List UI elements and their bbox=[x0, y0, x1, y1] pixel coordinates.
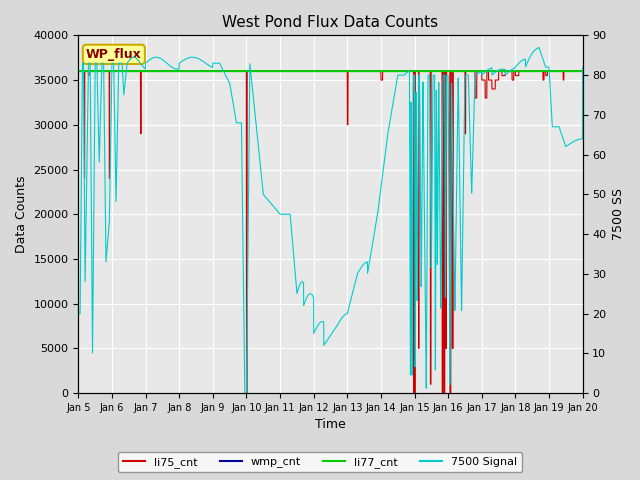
wmp_cnt bbox=[132, 68, 140, 74]
X-axis label: Time: Time bbox=[315, 419, 346, 432]
wmp_cnt bbox=[162, 68, 170, 74]
wmp_cnt bbox=[579, 68, 586, 74]
li75_cnt bbox=[515, 72, 522, 78]
li75_cnt bbox=[75, 68, 83, 74]
li77_cnt bbox=[268, 68, 276, 74]
7500 Signal bbox=[132, 55, 140, 61]
7500 Signal bbox=[268, 202, 276, 207]
li75_cnt bbox=[290, 68, 298, 74]
li75_cnt bbox=[569, 68, 577, 74]
Line: li75_cnt: li75_cnt bbox=[79, 71, 582, 393]
li75_cnt bbox=[268, 68, 276, 74]
7500 Signal bbox=[162, 60, 170, 65]
li77_cnt bbox=[579, 68, 586, 74]
7500 Signal bbox=[579, 64, 586, 70]
li75_cnt bbox=[162, 68, 170, 74]
li77_cnt bbox=[515, 68, 522, 74]
Title: West Pond Flux Data Counts: West Pond Flux Data Counts bbox=[223, 15, 438, 30]
li75_cnt bbox=[243, 390, 250, 396]
li77_cnt bbox=[132, 68, 140, 74]
7500 Signal bbox=[535, 45, 543, 50]
7500 Signal bbox=[241, 390, 249, 396]
7500 Signal bbox=[75, 311, 83, 316]
wmp_cnt bbox=[569, 68, 577, 74]
Y-axis label: Data Counts: Data Counts bbox=[15, 176, 28, 253]
Y-axis label: 7500 SS: 7500 SS bbox=[612, 188, 625, 240]
li77_cnt bbox=[162, 68, 170, 74]
wmp_cnt bbox=[290, 68, 298, 74]
li75_cnt bbox=[579, 68, 586, 74]
wmp_cnt bbox=[75, 68, 83, 74]
li77_cnt bbox=[569, 68, 577, 74]
li77_cnt bbox=[290, 68, 298, 74]
wmp_cnt bbox=[515, 68, 522, 74]
wmp_cnt bbox=[268, 68, 276, 74]
7500 Signal bbox=[515, 60, 522, 66]
Legend: li75_cnt, wmp_cnt, li77_cnt, 7500 Signal: li75_cnt, wmp_cnt, li77_cnt, 7500 Signal bbox=[118, 452, 522, 472]
7500 Signal bbox=[290, 254, 298, 260]
Text: WP_flux: WP_flux bbox=[86, 48, 141, 61]
li75_cnt bbox=[132, 68, 140, 74]
li77_cnt bbox=[75, 68, 83, 74]
Line: 7500 Signal: 7500 Signal bbox=[79, 48, 582, 393]
7500 Signal bbox=[569, 139, 577, 145]
